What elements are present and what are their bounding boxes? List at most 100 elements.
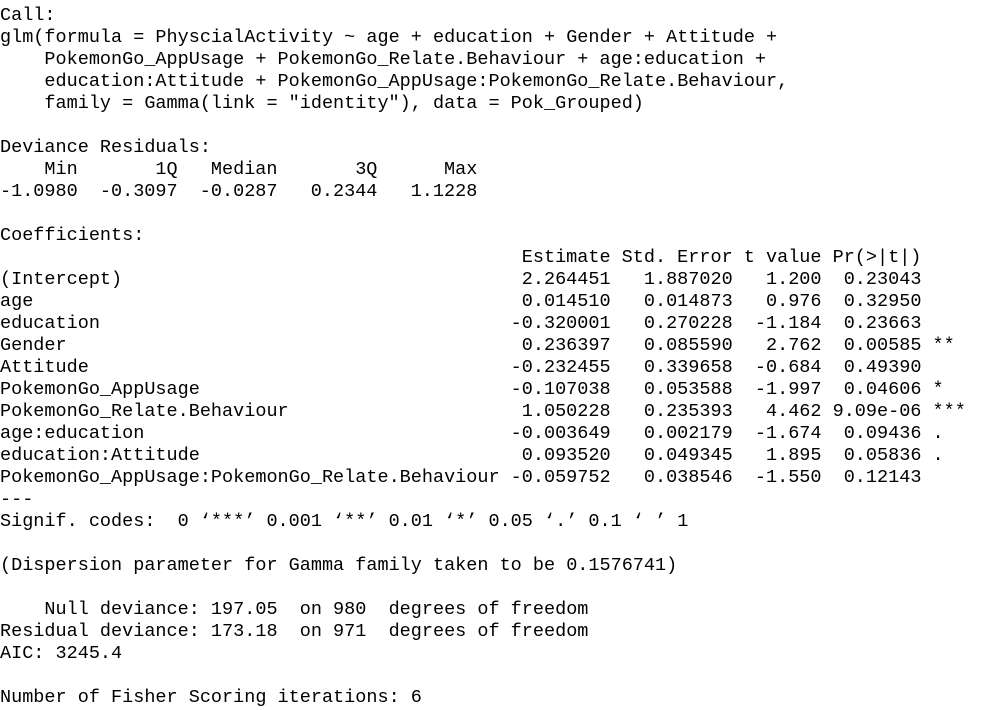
residual-value: -1.0980 <box>0 181 78 202</box>
coefficient-table: Estimate Std. Error t value Pr(>|t|) (Interc… <box>0 247 1005 489</box>
blank-line <box>0 203 1005 225</box>
residual-value: 1.1228 <box>410 181 478 202</box>
signif-stars: *** <box>932 401 966 422</box>
p-value: 0.05836 <box>843 445 922 466</box>
residual-value: 0.2344 <box>310 181 378 202</box>
residual-header: Min <box>44 159 78 180</box>
p-value: 0.04606 <box>843 379 922 400</box>
t-value: 2.762 <box>766 335 822 356</box>
term-name: education <box>0 313 100 334</box>
p-value: 0.00585 <box>843 335 922 356</box>
term-name: education:Attitude <box>0 445 200 466</box>
residual-header: 1Q <box>155 159 178 180</box>
column-header: Estimate <box>521 247 611 268</box>
t-value: -1.674 <box>754 423 822 444</box>
blank-line <box>0 115 1005 137</box>
std-error: 0.049345 <box>643 445 733 466</box>
term-name: Gender <box>0 335 67 356</box>
estimate: 0.236397 <box>521 335 611 356</box>
term-name: age <box>0 291 34 312</box>
estimate: -0.320001 <box>510 313 611 334</box>
estimate: 1.050228 <box>521 401 611 422</box>
signif-stars <box>921 313 1005 335</box>
t-value: 1.895 <box>766 445 822 466</box>
blank-line <box>0 665 1005 687</box>
term-name: age:education <box>0 423 145 444</box>
call-line: family = Gamma(link = "identity"), data … <box>44 93 644 114</box>
p-value: 0.49390 <box>843 357 922 378</box>
t-value: -0.684 <box>754 357 822 378</box>
estimate: 0.093520 <box>521 445 611 466</box>
term-name: Attitude <box>0 357 89 378</box>
header-spacer <box>0 247 500 269</box>
separator: --- <box>0 489 34 510</box>
signif-stars: . <box>932 445 944 466</box>
deviance-line: Residual deviance: 173.18 on 971 degrees… <box>0 621 589 642</box>
std-error: 0.002179 <box>643 423 733 444</box>
blank-line <box>0 533 1005 555</box>
std-error: 1.887020 <box>643 269 733 290</box>
residual-header: 3Q <box>355 159 378 180</box>
term-name: PokemonGo_AppUsage <box>0 379 200 400</box>
estimate: -0.059752 <box>510 467 611 488</box>
residual-table: Min 1Q Median 3Q Max -1.0980 -0.3097 -0.0287 0.2… <box>0 159 1005 203</box>
header-spacer <box>921 247 1005 269</box>
signif-stars <box>921 269 1005 291</box>
residual-header: Max <box>444 159 478 180</box>
dispersion: (Dispersion parameter for Gamma family t… <box>0 555 678 576</box>
deviance-line: Null deviance: 197.05 on 980 degrees of … <box>0 599 589 620</box>
p-value: 0.09436 <box>843 423 922 444</box>
signif-codes: Signif. codes: 0 ‘***’ 0.001 ‘**’ 0.01 ‘… <box>0 511 689 532</box>
signif-stars: ** <box>932 335 955 356</box>
fisher-iterations: Number of Fisher Scoring iterations: 6 <box>0 687 422 708</box>
p-value: 0.23663 <box>843 313 922 334</box>
std-error: 0.038546 <box>643 467 733 488</box>
estimate: -0.107038 <box>510 379 611 400</box>
estimate: -0.003649 <box>510 423 611 444</box>
t-value: 1.200 <box>766 269 822 290</box>
signif-stars: * <box>932 379 944 400</box>
t-value: 0.976 <box>766 291 822 312</box>
estimate: 0.014510 <box>521 291 611 312</box>
p-value: 0.23043 <box>843 269 922 290</box>
term-name: (Intercept) <box>0 269 123 290</box>
std-error: 0.014873 <box>643 291 733 312</box>
std-error: 0.085590 <box>643 335 733 356</box>
blank-line <box>0 577 1005 599</box>
column-header: Std. Error <box>621 247 733 268</box>
residual-value: -0.3097 <box>99 181 178 202</box>
residual-header: Median <box>210 159 278 180</box>
t-value: -1.997 <box>754 379 822 400</box>
t-value: -1.550 <box>754 467 822 488</box>
std-error: 0.270228 <box>643 313 733 334</box>
signif-stars <box>921 467 1005 489</box>
deviance-line: AIC: 3245.4 <box>0 643 123 664</box>
t-value: 4.462 <box>766 401 822 422</box>
signif-stars: . <box>932 423 944 444</box>
estimate: -0.232455 <box>510 357 611 378</box>
t-value: -1.184 <box>754 313 822 334</box>
std-error: 0.053588 <box>643 379 733 400</box>
call-line: education:Attitude + PokemonGo_AppUsage:… <box>44 71 789 92</box>
std-error: 0.235393 <box>643 401 733 422</box>
signif-stars <box>921 357 1005 379</box>
section-label: Coefficients: <box>0 225 145 246</box>
call-line: glm(formula = PhyscialActivity ~ age + e… <box>0 27 778 48</box>
residual-value: -0.0287 <box>199 181 278 202</box>
call-line: PokemonGo_AppUsage + PokemonGo_Relate.Be… <box>44 49 767 70</box>
std-error: 0.339658 <box>643 357 733 378</box>
section-label: Deviance Residuals: <box>0 137 211 158</box>
p-value: 0.12143 <box>843 467 922 488</box>
term-name: PokemonGo_Relate.Behaviour <box>0 401 289 422</box>
estimate: 2.264451 <box>521 269 611 290</box>
signif-stars <box>921 291 1005 313</box>
column-header: t value <box>743 247 822 268</box>
p-value: 9.09e-06 <box>832 401 922 422</box>
section-label: Call: <box>0 5 56 26</box>
column-header: Pr(>|t|) <box>832 247 922 268</box>
term-name: PokemonGo_AppUsage:PokemonGo_Relate.Beha… <box>0 467 500 488</box>
p-value: 0.32950 <box>843 291 922 312</box>
